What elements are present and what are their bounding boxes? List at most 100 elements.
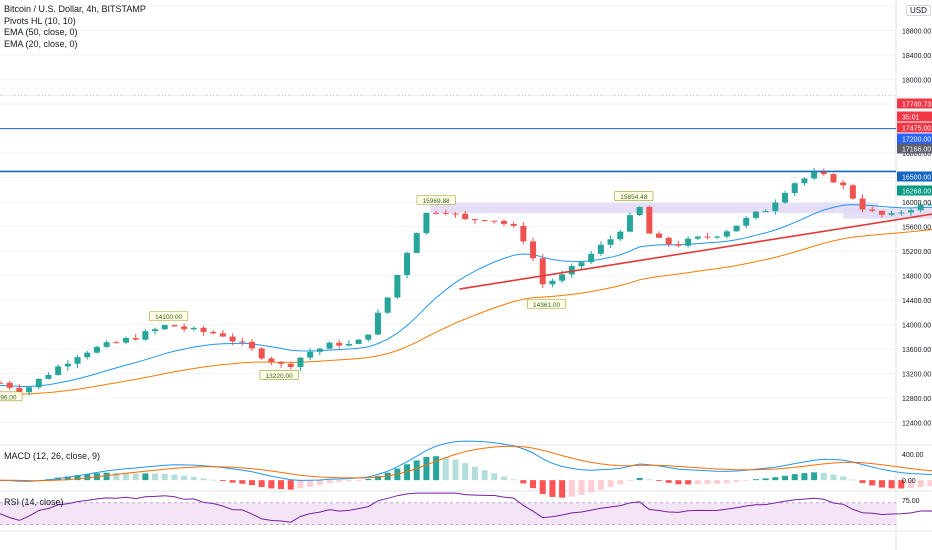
price-axis-badge xyxy=(897,171,932,182)
macd-histogram-bar xyxy=(898,480,905,489)
candle xyxy=(394,274,401,298)
macd-histogram-bar xyxy=(927,480,932,487)
price-axis-badge-text: 35:01 xyxy=(902,115,920,122)
macd-histogram-bar xyxy=(433,456,440,481)
candle xyxy=(452,213,459,215)
macd-histogram-bar xyxy=(723,480,730,484)
macd-histogram-bar xyxy=(307,480,314,487)
rsi-label[interactable]: RSI (14, close) xyxy=(4,497,64,507)
macd-histogram-bar xyxy=(74,475,81,481)
price-tick-label: 15600.00 xyxy=(902,225,931,232)
candle xyxy=(704,236,711,238)
macd-histogram-bar xyxy=(248,480,255,486)
candle xyxy=(16,387,23,393)
price-tick-label: 15200.00 xyxy=(902,249,931,256)
rsi-tick-label: 75.00 xyxy=(902,498,920,505)
pivot-label-box xyxy=(614,191,654,201)
legend-title[interactable]: Bitcoin / U.S. Dollar, 4h, BITSTAMP xyxy=(4,4,146,14)
pivot-label: 15854.48 xyxy=(614,191,654,201)
macd-histogram-bar xyxy=(471,466,478,481)
candle xyxy=(481,220,488,222)
ema-20-line xyxy=(0,204,932,388)
legend-ema50[interactable]: EMA (50, close, 0) xyxy=(4,27,78,37)
currency-button[interactable]: USD xyxy=(906,5,931,16)
candle xyxy=(694,236,701,239)
candle xyxy=(181,326,188,330)
macd-histogram-bar xyxy=(452,459,459,481)
macd-line xyxy=(0,440,932,482)
macd-histogram-bar xyxy=(462,463,469,481)
macd-histogram-bar xyxy=(830,474,837,481)
macd-label[interactable]: MACD (12, 26, close, 9) xyxy=(4,451,101,461)
macd-histogram-bar xyxy=(316,480,323,486)
macd-histogram-bar xyxy=(617,480,624,485)
pivot-zone xyxy=(843,208,932,219)
candle xyxy=(0,382,4,384)
pivot-label-box xyxy=(527,299,567,309)
macd-histogram-bar xyxy=(355,480,362,481)
candle xyxy=(219,333,226,337)
candle xyxy=(597,244,604,254)
macd-histogram-bar xyxy=(481,470,488,481)
candle xyxy=(762,211,769,213)
price-axis-badge-text: 16500.00 xyxy=(902,175,931,182)
legend-ema20[interactable]: EMA (20, close, 0) xyxy=(4,38,78,49)
macd-histogram-bar xyxy=(714,480,721,484)
macd-histogram-bar xyxy=(791,474,798,481)
macd-histogram-bar xyxy=(326,480,333,484)
price-axis-badge xyxy=(897,98,932,109)
candle xyxy=(297,357,304,367)
candle xyxy=(888,213,895,215)
price-tick-label: 13600.00 xyxy=(902,347,931,354)
legend-pivots[interactable]: Pivots HL (10, 10) xyxy=(4,15,76,26)
ema-lines xyxy=(0,204,932,395)
candle xyxy=(908,210,915,213)
candle xyxy=(423,212,430,234)
macd-histogram-bar xyxy=(801,473,808,481)
pivot-label-box xyxy=(149,311,189,321)
macd-histogram-bar xyxy=(374,475,381,481)
price-axis-badge-text: 17200.00 xyxy=(902,137,931,144)
macd-histogram-bar xyxy=(442,457,449,481)
macd-histogram-bar xyxy=(171,474,178,481)
macd-histogram-bar xyxy=(365,478,372,481)
candle xyxy=(326,342,333,349)
macd-signal-line xyxy=(0,445,932,482)
trend-line[interactable] xyxy=(459,171,932,290)
macd-histogram-bar xyxy=(878,480,885,488)
price-axis-badge xyxy=(897,122,932,133)
candle xyxy=(471,219,478,221)
pivot-zone xyxy=(430,202,879,214)
candle xyxy=(549,280,556,285)
candle xyxy=(656,233,663,238)
candle xyxy=(568,266,575,275)
pivot-label: 15969.88 xyxy=(416,194,456,205)
pivot-label-box xyxy=(416,194,456,205)
horizontal-levels[interactable] xyxy=(0,95,896,173)
price-axis[interactable]: 12400.00 12800.00 13200.00 13600.00 14000.00… xyxy=(897,29,932,506)
candle xyxy=(442,212,449,214)
macd-histogram-bar xyxy=(539,480,546,494)
price-axis-badge xyxy=(897,185,932,196)
price-axis-badge xyxy=(897,143,932,154)
macd-histogram-bar xyxy=(297,480,304,489)
macd-histogram-bar xyxy=(752,479,759,481)
candle xyxy=(287,363,294,367)
candle xyxy=(74,357,81,364)
macd-histogram-bar xyxy=(772,477,779,481)
pivot-labels: 12896.00 14100.00 13220.00 15969.88 14361.00… xyxy=(0,191,654,401)
candle xyxy=(258,348,265,359)
macd-histogram-bar xyxy=(287,480,294,490)
macd-histogram-bar xyxy=(820,472,827,481)
price-axis-badge xyxy=(897,111,932,122)
macd-histogram-bar xyxy=(743,480,750,481)
pivot-zones xyxy=(430,202,932,219)
macd-tick-label: 400.00 xyxy=(902,452,924,459)
price-tick-label: 16000.00 xyxy=(902,200,931,207)
macd-histogram-bar xyxy=(762,478,769,481)
macd-histogram-bar xyxy=(626,480,633,481)
candle xyxy=(132,338,139,340)
pivot-label: 13220.00 xyxy=(259,370,299,380)
candle xyxy=(64,363,71,367)
